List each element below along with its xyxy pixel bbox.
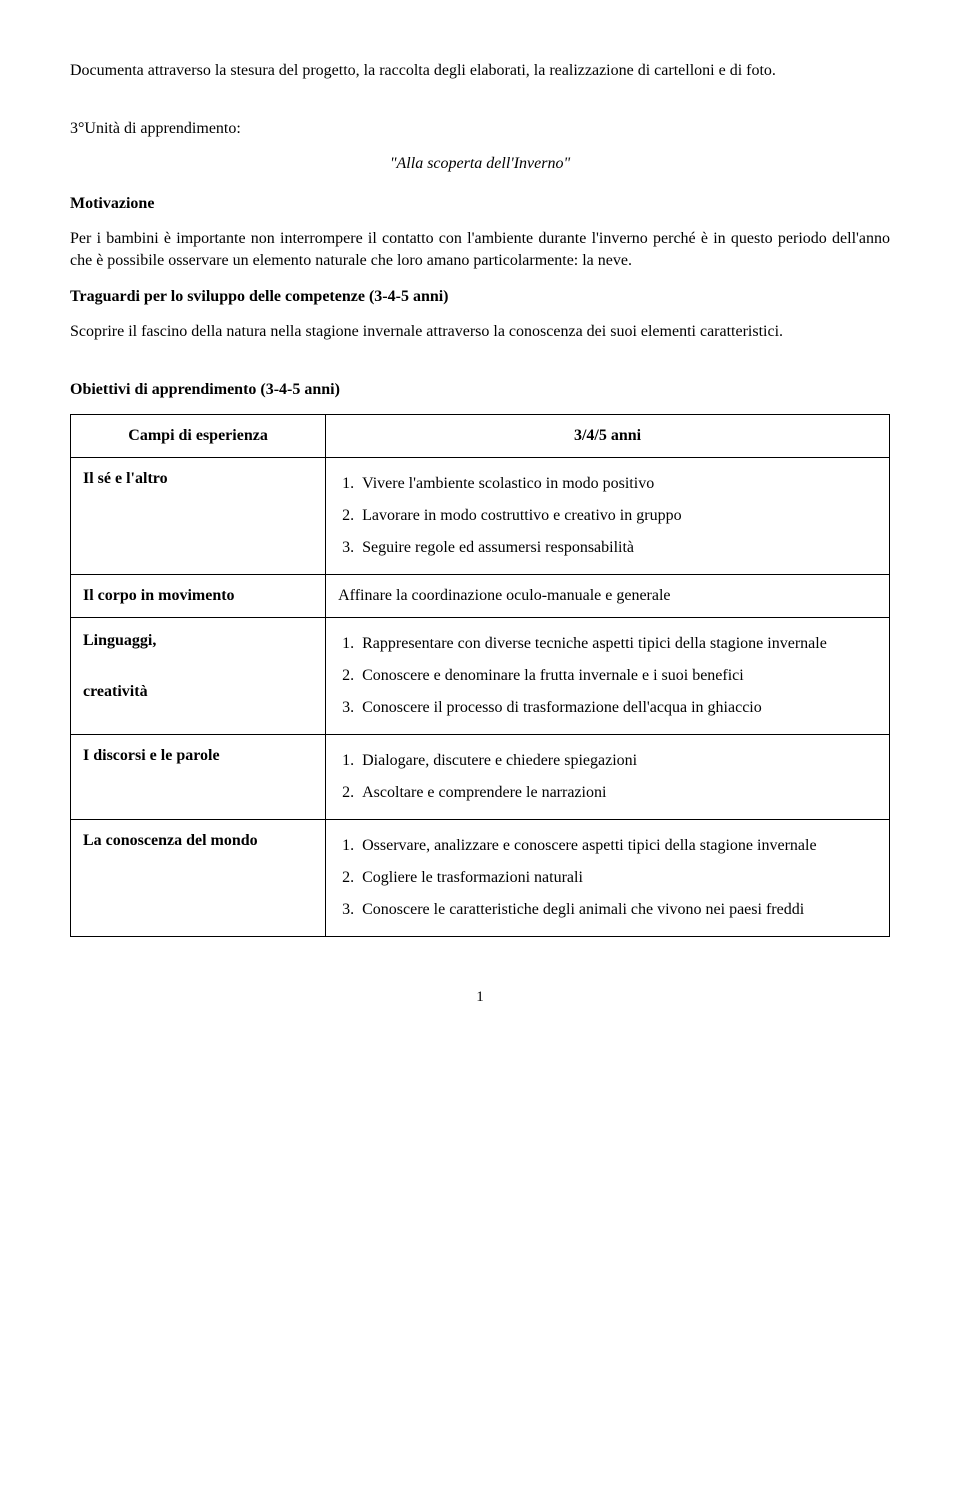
traguardi-label: Traguardi per lo sviluppo delle competen… bbox=[70, 286, 890, 308]
unit-heading: 3°Unità di apprendimento: bbox=[70, 118, 890, 140]
intro-paragraph: Documenta attraverso la stesura del prog… bbox=[70, 60, 890, 82]
list-item: Ascoltare e comprendere le narrazioni bbox=[358, 777, 877, 809]
list-item: Cogliere le trasformazioni naturali bbox=[358, 862, 877, 894]
header-anni: 3/4/5 anni bbox=[326, 415, 890, 458]
row-content: Affinare la coordinazione oculo-manuale … bbox=[326, 574, 890, 617]
objectives-table: Campi di esperienza 3/4/5 anni Il sé e l… bbox=[70, 414, 890, 936]
table-row: Linguaggi,creatività Rappresentare con di… bbox=[71, 617, 890, 734]
row-label: Il corpo in movimento bbox=[71, 574, 326, 617]
row-content: Rappresentare con diverse tecniche aspet… bbox=[326, 617, 890, 734]
header-campi: Campi di esperienza bbox=[71, 415, 326, 458]
traguardi-text: Scoprire il fascino della natura nella s… bbox=[70, 321, 890, 343]
table-header-row: Campi di esperienza 3/4/5 anni bbox=[71, 415, 890, 458]
table-row: La conoscenza del mondo Osservare, analiz… bbox=[71, 819, 890, 936]
row-content: Vivere l'ambiente scolastico in modo pos… bbox=[326, 457, 890, 574]
list-item: Osservare, analizzare e conoscere aspett… bbox=[358, 830, 877, 862]
unit-title: "Alla scoperta dell'Inverno" bbox=[70, 153, 890, 175]
list-item: Conoscere e denominare la frutta inverna… bbox=[358, 660, 877, 692]
row-label: I discorsi e le parole bbox=[71, 734, 326, 819]
obiettivi-heading: Obiettivi di apprendimento (3-4-5 anni) bbox=[70, 379, 890, 401]
row-label: Il sé e l'altro bbox=[71, 457, 326, 574]
page-number: 1 bbox=[70, 987, 890, 1007]
table-row: Il sé e l'altro Vivere l'ambiente scolast… bbox=[71, 457, 890, 574]
table-row: I discorsi e le parole Dialogare, discute… bbox=[71, 734, 890, 819]
row-content: Dialogare, discutere e chiedere spiegazi… bbox=[326, 734, 890, 819]
list-item: Rappresentare con diverse tecniche aspet… bbox=[358, 628, 877, 660]
table-row: Il corpo in movimentoAffinare la coordin… bbox=[71, 574, 890, 617]
motivazione-label: Motivazione bbox=[70, 193, 890, 215]
row-content: Osservare, analizzare e conoscere aspett… bbox=[326, 819, 890, 936]
list-item: Seguire regole ed assumersi responsabili… bbox=[358, 532, 877, 564]
row-label: La conoscenza del mondo bbox=[71, 819, 326, 936]
list-item: Lavorare in modo costruttivo e creativo … bbox=[358, 500, 877, 532]
list-item: Conoscere le caratteristiche degli anima… bbox=[358, 894, 877, 926]
row-label: Linguaggi,creatività bbox=[71, 617, 326, 734]
motivazione-text: Per i bambini è importante non interromp… bbox=[70, 228, 890, 271]
list-item: Vivere l'ambiente scolastico in modo pos… bbox=[358, 468, 877, 500]
list-item: Conoscere il processo di trasformazione … bbox=[358, 692, 877, 724]
list-item: Dialogare, discutere e chiedere spiegazi… bbox=[358, 745, 877, 777]
